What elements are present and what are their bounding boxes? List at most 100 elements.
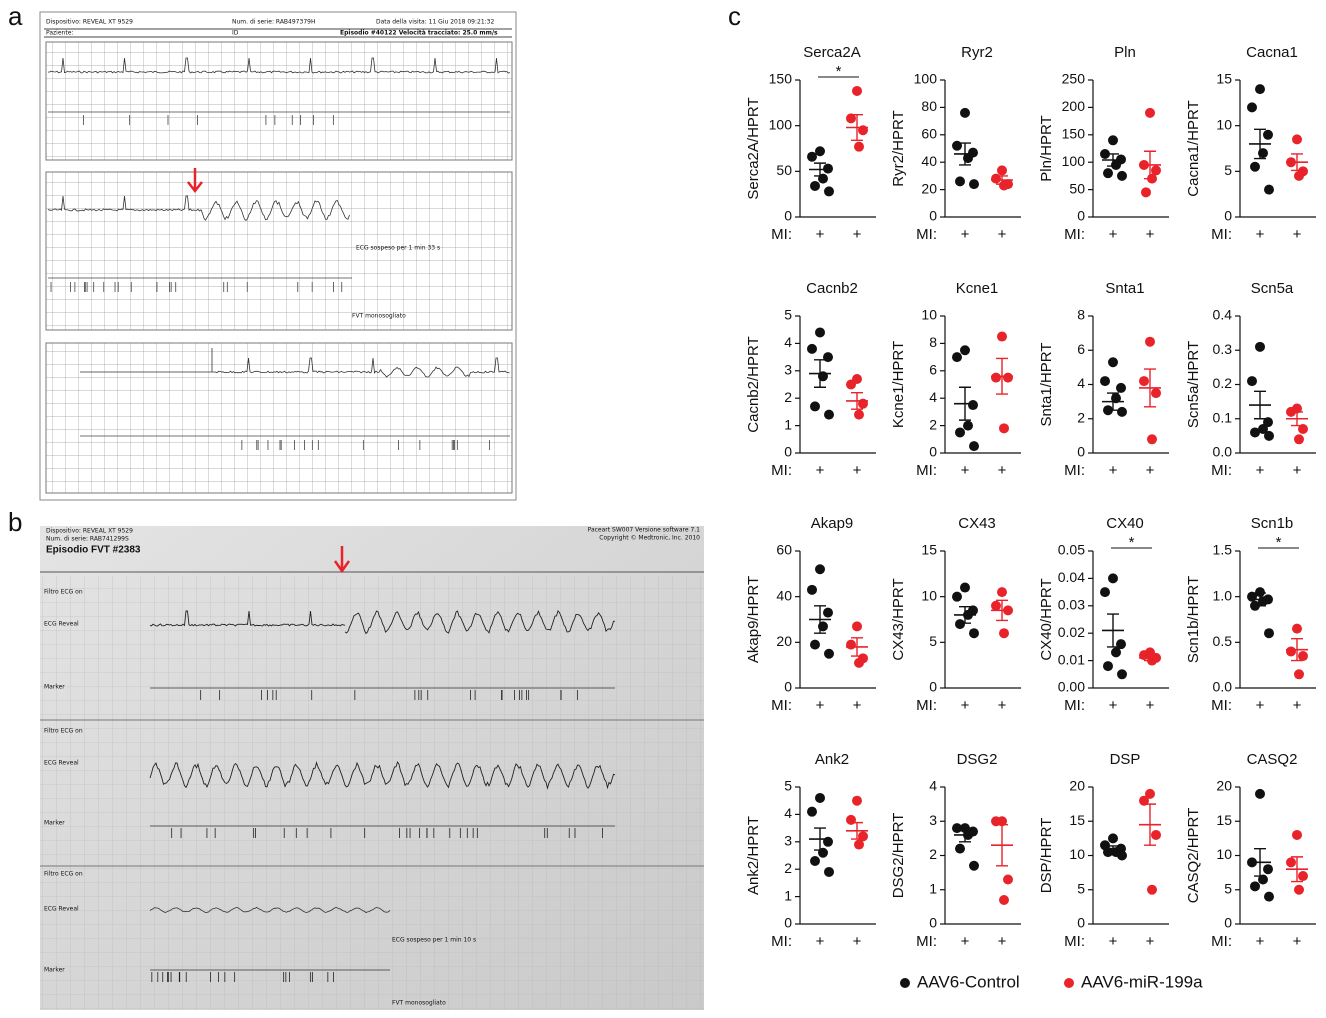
data-point bbox=[815, 564, 825, 574]
x-axis-label: MI: bbox=[1211, 933, 1232, 950]
data-point bbox=[846, 380, 856, 390]
x-tick-label: + bbox=[1146, 462, 1155, 479]
x-tick-label: + bbox=[998, 226, 1007, 243]
y-tick-label: 0 bbox=[1077, 444, 1085, 460]
data-point bbox=[968, 400, 978, 410]
y-tick-label: 2 bbox=[929, 416, 937, 432]
y-tick-label: 10 bbox=[921, 307, 937, 323]
data-point bbox=[810, 181, 820, 191]
x-tick-label: + bbox=[998, 697, 1007, 714]
figure: a b c Dispositivo: REVEAL XT 9529 Num. d… bbox=[0, 0, 1326, 1013]
y-tick-label: 3 bbox=[929, 812, 937, 828]
y-tick-label: 250 bbox=[1062, 71, 1086, 87]
data-point bbox=[824, 867, 834, 877]
y-tick-label: 4 bbox=[784, 334, 792, 350]
y-tick-label: 0.5 bbox=[1213, 633, 1233, 649]
x-tick-label: + bbox=[961, 933, 970, 950]
x-tick-label: + bbox=[1256, 226, 1265, 243]
data-point bbox=[1151, 830, 1161, 840]
data-point bbox=[1255, 342, 1265, 352]
data-point bbox=[1147, 434, 1157, 444]
data-point bbox=[1117, 171, 1127, 181]
data-point bbox=[997, 332, 1007, 342]
data-point bbox=[960, 108, 970, 118]
x-tick-label: + bbox=[816, 226, 825, 243]
data-point bbox=[997, 165, 1007, 175]
y-axis-label: DSG2/HPRT bbox=[890, 813, 907, 899]
x-tick-label: + bbox=[961, 226, 970, 243]
data-point bbox=[960, 345, 970, 355]
x-tick-label: + bbox=[816, 933, 825, 950]
data-point bbox=[1247, 102, 1257, 112]
data-point bbox=[824, 649, 834, 659]
y-tick-label: 0.1 bbox=[1213, 409, 1233, 425]
significance-label: * bbox=[1129, 534, 1135, 551]
data-point bbox=[1264, 431, 1274, 441]
y-tick-label: 50 bbox=[776, 162, 792, 178]
ecg-row-label: Marker bbox=[44, 967, 65, 974]
data-point bbox=[852, 796, 862, 806]
data-point bbox=[1145, 108, 1155, 118]
data-point bbox=[1292, 134, 1302, 144]
x-tick-label: + bbox=[853, 226, 862, 243]
data-point bbox=[991, 174, 1001, 184]
data-point bbox=[846, 815, 856, 825]
x-tick-label: + bbox=[1109, 697, 1118, 714]
y-tick-label: 0.2 bbox=[1213, 375, 1233, 391]
y-tick-label: 2 bbox=[929, 846, 937, 862]
y-tick-label: 5 bbox=[784, 307, 792, 323]
x-tick-label: + bbox=[1146, 697, 1155, 714]
x-axis-label: MI: bbox=[1064, 933, 1085, 950]
ecg-b-header: Num. di serie: RAB741299S bbox=[46, 536, 129, 543]
data-point bbox=[1263, 130, 1273, 140]
y-axis-label: CX40/HPRT bbox=[1038, 578, 1055, 660]
data-point bbox=[1294, 885, 1304, 895]
data-point bbox=[1151, 388, 1161, 398]
x-axis-label: MI: bbox=[1064, 226, 1085, 243]
y-tick-label: 20 bbox=[1216, 778, 1232, 794]
data-point bbox=[807, 807, 817, 817]
data-point bbox=[1003, 373, 1013, 383]
data-point bbox=[991, 601, 1001, 611]
y-tick-label: 5 bbox=[1224, 880, 1232, 896]
ecg-b-software: Copyright © Medtronic, Inc. 2010 bbox=[599, 535, 700, 542]
y-tick-label: 0 bbox=[784, 444, 792, 460]
x-tick-label: + bbox=[1146, 933, 1155, 950]
data-point bbox=[1250, 162, 1260, 172]
data-point bbox=[1108, 135, 1118, 145]
x-tick-label: + bbox=[853, 697, 862, 714]
data-point bbox=[997, 587, 1007, 597]
data-point bbox=[1108, 833, 1118, 843]
y-axis-label: Serca2A/HPRT bbox=[745, 97, 762, 199]
dot-plot: CX40CX40/HPRT0.000.010.020.030.040.05MI:… bbox=[1038, 515, 1169, 714]
y-tick-label: 0 bbox=[929, 444, 937, 460]
y-tick-label: 0.3 bbox=[1213, 341, 1233, 357]
y-tick-label: 0.03 bbox=[1058, 597, 1085, 613]
x-tick-label: + bbox=[1256, 697, 1265, 714]
y-axis-label: Kcne1/HPRT bbox=[890, 341, 907, 428]
data-point bbox=[1116, 383, 1126, 393]
chart-title: Akap9 bbox=[811, 515, 854, 532]
y-tick-label: 4 bbox=[1077, 375, 1085, 391]
y-axis-label: Cacnb2/HPRT bbox=[745, 336, 762, 432]
x-tick-label: + bbox=[1146, 226, 1155, 243]
data-point bbox=[854, 840, 864, 850]
x-tick-label: + bbox=[1293, 933, 1302, 950]
y-tick-label: 200 bbox=[1062, 98, 1086, 114]
chart-title: Scn5a bbox=[1251, 280, 1294, 297]
y-tick-label: 100 bbox=[769, 116, 793, 132]
y-axis-label: Snta1/HPRT bbox=[1038, 343, 1055, 427]
data-point bbox=[991, 373, 1001, 383]
ecg-row-label: Marker bbox=[44, 684, 65, 691]
data-point bbox=[1292, 624, 1302, 634]
data-point bbox=[810, 640, 820, 650]
ecg-row-label: ECG Reveal bbox=[44, 621, 79, 628]
data-point bbox=[952, 352, 962, 362]
x-axis-label: MI: bbox=[916, 462, 937, 479]
data-point bbox=[999, 180, 1009, 190]
data-point bbox=[823, 164, 833, 174]
data-point bbox=[1286, 646, 1296, 656]
